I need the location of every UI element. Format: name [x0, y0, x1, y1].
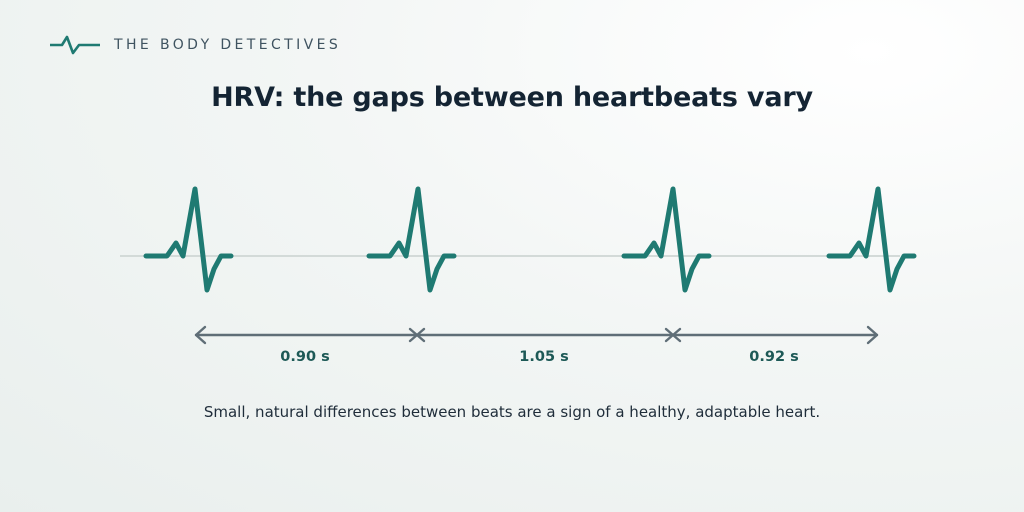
heartbeat-4 [826, 186, 917, 293]
interval-label-1: 0.90 s [280, 349, 330, 365]
interval-label-2: 1.05 s [519, 349, 569, 365]
arrow-head-left [194, 325, 207, 345]
interval-separator-1 [408, 327, 426, 343]
arrow-head-right [866, 325, 879, 345]
page-title: HRV: the gaps between heartbeats vary [211, 82, 813, 113]
heartbeat-1 [143, 186, 234, 293]
interval-label-3: 0.92 s [749, 349, 799, 365]
heartbeat-3 [621, 186, 712, 293]
heartbeat-waveforms [143, 186, 917, 293]
heartbeat-2 [366, 186, 457, 293]
interval-separator-2 [664, 327, 682, 343]
interval-arrows [194, 325, 879, 345]
brand-logo: THE BODY DETECTIVES [50, 33, 341, 57]
heartbeat-line-icon [50, 35, 100, 55]
caption: Small, natural differences between beats… [203, 403, 821, 421]
brand-name: THE BODY DETECTIVES [114, 37, 342, 53]
